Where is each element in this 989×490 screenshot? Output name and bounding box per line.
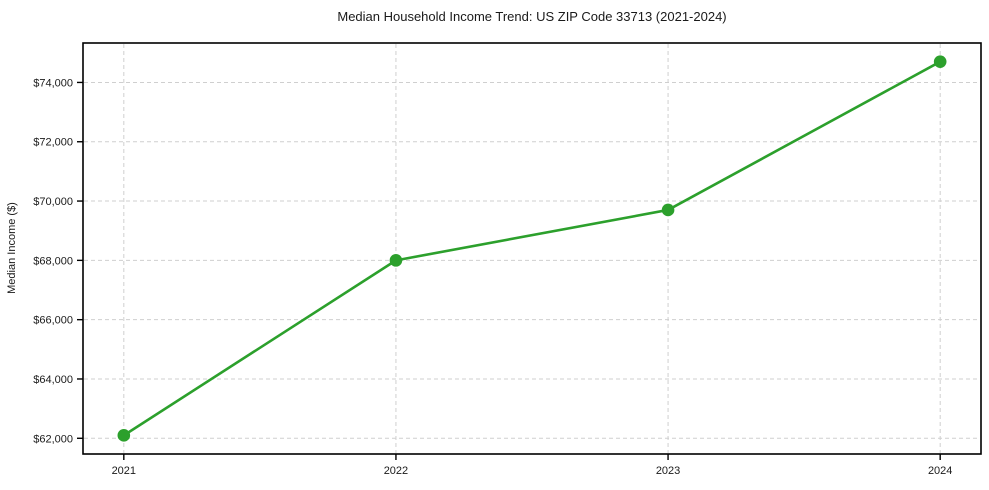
y-tick-label: $66,000 xyxy=(33,315,73,327)
y-axis-label: Median Income ($) xyxy=(6,202,18,294)
y-tick-label: $72,000 xyxy=(33,137,73,149)
data-point-marker xyxy=(117,429,131,442)
x-tick-label: 2023 xyxy=(656,465,680,477)
y-tick-label: $70,000 xyxy=(33,196,73,208)
y-tick-label: $68,000 xyxy=(33,255,73,267)
x-tick-labels: 2021 2022 2023 2024 xyxy=(112,465,953,477)
y-tick-label: $62,000 xyxy=(33,433,73,445)
x-tick-label: 2021 xyxy=(112,465,136,477)
y-tick-label: $74,000 xyxy=(33,77,73,89)
axis-ticks xyxy=(77,81,941,460)
data-point-marker xyxy=(661,203,675,217)
data-point-marker xyxy=(933,55,947,68)
chart-title: Median Household Income Trend: US ZIP Co… xyxy=(337,9,726,24)
x-tick-label: 2022 xyxy=(384,465,408,477)
x-tick-label: 2024 xyxy=(928,465,952,477)
y-tick-labels: $62,000 $64,000 $66,000 $68,000 $70,000 $72,0… xyxy=(33,77,73,445)
data-point-marker xyxy=(389,254,403,267)
trend-line xyxy=(122,60,942,437)
plot-frame xyxy=(82,42,982,455)
gridlines xyxy=(84,44,980,453)
y-tick-label: $64,000 xyxy=(33,374,73,386)
data-series-layer xyxy=(117,55,947,442)
